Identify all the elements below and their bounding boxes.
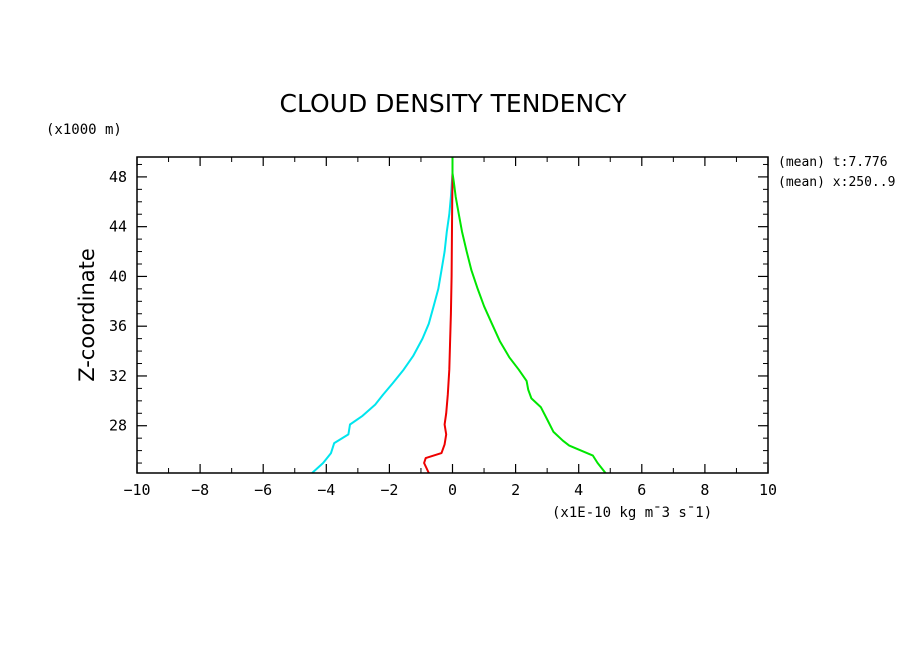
x-tick-label: 8 (700, 481, 709, 499)
y-tick-label: 40 (109, 267, 127, 285)
x-tick-label: −10 (123, 481, 150, 499)
y-tick-label: 28 (109, 417, 127, 435)
x-tick-label: 6 (637, 481, 646, 499)
x-tick-label: 4 (574, 481, 583, 499)
x-tick-label: −8 (191, 481, 209, 499)
series-layer (311, 157, 607, 474)
series-line-1 (311, 157, 454, 474)
series-line-3 (451, 157, 607, 474)
y-axis-label: Z-coordinate (75, 248, 99, 382)
x-tick-label: 0 (448, 481, 457, 499)
info-line-x: (mean) x:250..9 (778, 175, 895, 190)
info-line-time: (mean) t:7.776 (778, 155, 888, 170)
x-tick-label: 10 (759, 481, 777, 499)
axis-ticks: −10 −8 −6 −4 −2 0 2 4 6 8 10 28 32 36 40 44 48 (109, 157, 777, 499)
chart-title: CLOUD DENSITY TENDENCY (280, 89, 628, 118)
x-axis-label: (x1E-10 kg m¯3 s¯1) (552, 505, 712, 521)
y-tick-label: 44 (109, 218, 127, 236)
y-tick-label: 48 (109, 168, 127, 186)
x-tick-label: −4 (317, 481, 335, 499)
x-tick-label: −6 (254, 481, 272, 499)
y-tick-label: 32 (109, 367, 127, 385)
y-units-label: (x1000 m) (46, 122, 122, 138)
x-tick-label: −2 (380, 481, 398, 499)
y-tick-label: 36 (109, 317, 127, 335)
x-tick-label: 2 (511, 481, 520, 499)
series-line-2 (423, 173, 454, 474)
plot-frame (136, 156, 769, 474)
